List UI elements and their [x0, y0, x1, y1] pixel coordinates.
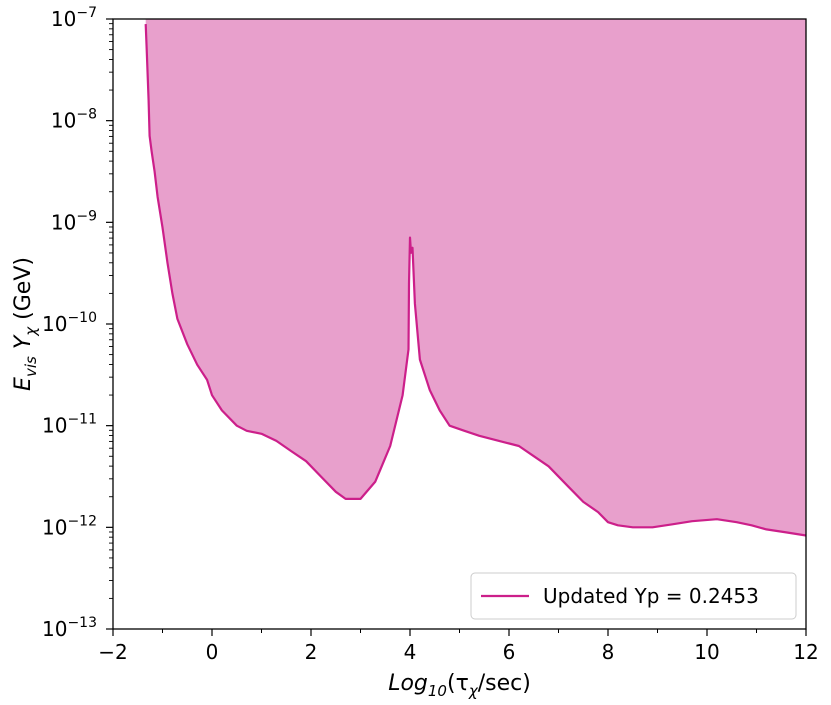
y-tick-label: 10−13 — [42, 615, 97, 641]
y-axis-label: Evis Yχ (GeV) — [11, 257, 40, 391]
y-tick-label: 10−12 — [42, 513, 97, 539]
x-tick-label: 8 — [602, 640, 615, 664]
x-tick-label: 2 — [305, 640, 318, 664]
y-tick-label: 10−10 — [42, 310, 97, 336]
x-tick-label: 12 — [793, 640, 818, 664]
x-tick-label: 4 — [404, 640, 417, 664]
axes: −2 0 2 4 6 8 10 12 10−13 10−12 10−11 10−10 10−9 10−8 1… — [42, 5, 819, 664]
x-tick-label: 0 — [206, 640, 219, 664]
x-axis-label: Log10(τχ/sec) — [388, 671, 531, 700]
plot-area — [144, 19, 807, 537]
x-tick-label: 10 — [694, 640, 719, 664]
excluded-region-fill — [145, 19, 806, 536]
series-line — [144, 24, 807, 537]
y-tick-label: 10−7 — [51, 5, 97, 31]
y-tick-label: 10−8 — [51, 107, 97, 133]
legend-box — [470, 572, 797, 620]
legend-label: Updated Yp = 0.2453 — [543, 584, 759, 608]
legend: Updated Yp = 0.2453 — [470, 572, 797, 620]
y-tick-label: 10−11 — [42, 412, 97, 438]
x-tick-label: 6 — [503, 640, 516, 664]
y-tick-label: 10−9 — [51, 208, 97, 234]
x-tick-label: −2 — [98, 640, 127, 664]
